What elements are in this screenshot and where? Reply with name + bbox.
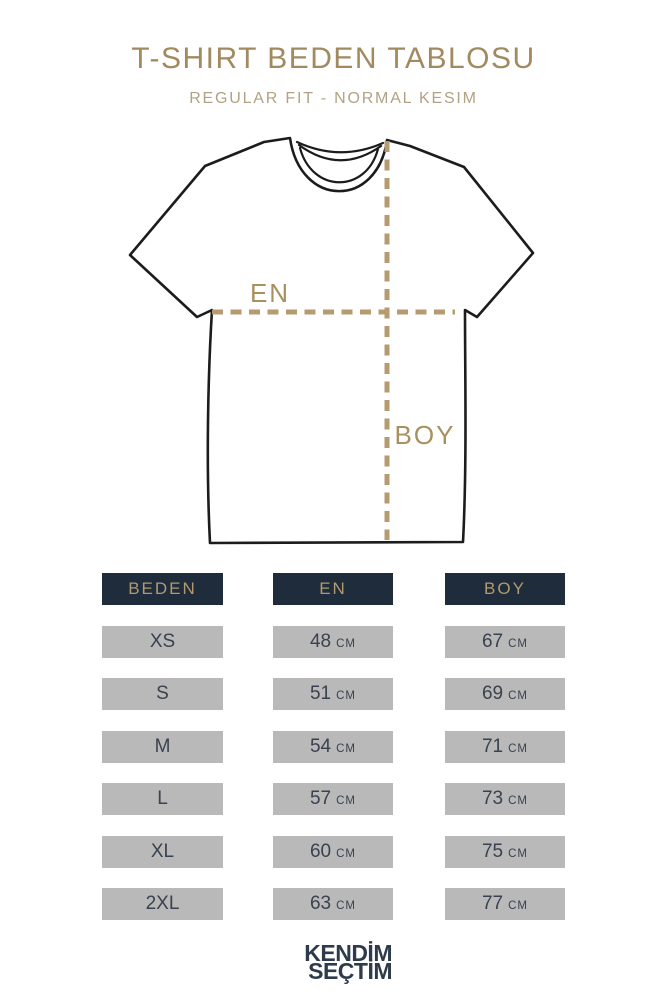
width-measure-label: EN: [249, 278, 291, 308]
cell-value: S: [156, 683, 169, 704]
column-header-en: EN: [273, 573, 393, 605]
boy-value-cell: 75 CM: [445, 835, 565, 868]
collar-back-line-1: [295, 140, 385, 154]
page-title: T-SHIRT BEDEN TABLOSU: [131, 42, 536, 75]
cell-value: 67: [481, 630, 504, 652]
boy-value-cell: 69 CM: [445, 678, 565, 710]
cell-value: M: [154, 735, 171, 757]
en-value-cell: 57 CM: [273, 783, 393, 815]
size-cell: XS: [102, 625, 223, 658]
cell-unit: CM: [508, 637, 529, 650]
table-column-boy: BOY 67 CM 69 CM 71 CM 73 CM 75 CM 77 CM: [445, 573, 565, 920]
cell-value: 69: [481, 683, 504, 704]
page-subtitle: REGULAR FIT - NORMAL KESIM: [189, 90, 478, 107]
cell-value: 54: [309, 735, 332, 757]
cell-unit: CM: [508, 795, 529, 807]
en-value-cell: 60 CM: [273, 835, 393, 868]
cell-value: 48: [309, 630, 332, 652]
en-value-cell: 51 CM: [273, 678, 393, 710]
en-value-cell: 54 CM: [273, 730, 393, 763]
cell-unit: CM: [336, 742, 357, 755]
cell-unit: CM: [336, 900, 357, 912]
cell-unit: CM: [336, 637, 357, 650]
cell-unit: CM: [508, 742, 529, 755]
cell-value: 71: [481, 735, 504, 757]
cell-value: 77: [481, 893, 504, 914]
cell-value: 2XL: [145, 893, 180, 914]
en-value-cell: 63 CM: [273, 888, 393, 920]
cell-unit: CM: [336, 847, 357, 860]
size-cell: 2XL: [102, 888, 223, 920]
cell-unit: CM: [508, 847, 529, 860]
cell-unit: CM: [508, 900, 529, 912]
cell-value: L: [157, 788, 168, 809]
cell-value: 51: [309, 683, 332, 704]
tshirt-body-outline: [128, 136, 535, 545]
cell-value: XL: [150, 840, 175, 862]
column-header-boy: BOY: [445, 573, 565, 605]
brand-logo: KENDİM SEÇTİM: [250, 940, 392, 984]
size-cell: XL: [102, 835, 223, 868]
cell-value: 75: [481, 840, 504, 862]
boy-value-cell: 71 CM: [445, 730, 565, 763]
cell-unit: CM: [336, 795, 357, 807]
collar-band-inner-line: [298, 146, 380, 184]
tshirt-outline-drawing: [128, 136, 535, 545]
length-measure-label: BOY: [394, 420, 456, 450]
collar-back-line-2: [297, 143, 383, 162]
cell-value: 63: [309, 893, 332, 914]
size-cell: L: [102, 783, 223, 815]
column-header-beden: BEDEN: [102, 573, 223, 605]
table-column-en: EN 48 CM 51 CM 54 CM 57 CM 60 CM 63 CM: [273, 573, 393, 920]
size-cell: M: [102, 730, 223, 763]
boy-value-cell: 73 CM: [445, 783, 565, 815]
brand-logo-line1: KENDİM: [304, 940, 392, 966]
brand-logo-line2: SEÇTİM: [308, 957, 392, 984]
table-column-beden: BEDEN XS S M L XL 2XL: [102, 573, 223, 920]
cell-value: 60: [309, 840, 332, 862]
en-value-cell: 48 CM: [273, 625, 393, 658]
cell-value: 73: [481, 788, 504, 809]
tshirt-measurement-diagram: EN BOY: [100, 125, 570, 565]
size-cell: S: [102, 678, 223, 710]
size-table: BEDEN XS S M L XL 2XL EN 48 CM 51 CM 54 CM 57 CM 60 CM 63 C…: [0, 573, 667, 933]
cell-value: 57: [309, 788, 332, 809]
cell-unit: CM: [336, 690, 357, 702]
cell-unit: CM: [508, 690, 529, 702]
cell-value: XS: [149, 630, 176, 652]
boy-value-cell: 77 CM: [445, 888, 565, 920]
boy-value-cell: 67 CM: [445, 625, 565, 658]
